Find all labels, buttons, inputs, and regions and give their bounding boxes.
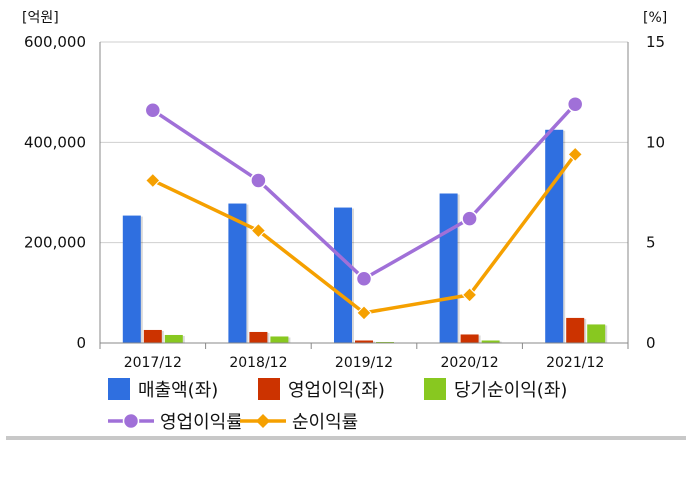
bar <box>144 330 162 343</box>
bar <box>249 332 267 343</box>
legend-label: 영업이익률 <box>160 412 243 433</box>
y-right-unit-label: [%] <box>643 10 667 26</box>
y-right-tick-label: 15 <box>646 33 665 51</box>
legend-marker-diamond <box>256 414 270 428</box>
x-tick-label: 2020/12 <box>441 355 499 371</box>
x-tick-label: 2017/12 <box>124 355 182 371</box>
x-tick-label: 2018/12 <box>229 355 287 371</box>
bar <box>545 130 563 343</box>
line-marker-circle <box>145 103 160 118</box>
bar <box>165 335 183 343</box>
line-series <box>153 154 575 313</box>
legend-label: 당기순이익(좌) <box>454 380 567 401</box>
y-left-tick-label: 200,000 <box>24 234 86 252</box>
bar <box>566 318 584 343</box>
y-left-tick-label: 600,000 <box>24 33 86 51</box>
x-tick-label: 2021/12 <box>546 355 604 371</box>
y-left-tick-label: 400,000 <box>24 133 86 151</box>
legend-marker-circle <box>124 414 139 429</box>
line-marker-circle <box>568 97 583 112</box>
legend: 매출액(좌) 영업이익(좌) 당기순이익(좌) 영업이익률 순이익률 <box>108 378 567 433</box>
bar <box>440 194 458 343</box>
line-marker-circle <box>251 173 266 188</box>
legend-label: 순이익률 <box>292 412 358 433</box>
y-right-tick-label: 5 <box>646 234 656 252</box>
legend-swatch <box>424 378 446 400</box>
bar <box>270 336 288 343</box>
bottom-divider <box>6 436 686 440</box>
line-marker-diamond <box>146 173 160 187</box>
line-marker-circle <box>357 271 372 286</box>
bar <box>461 334 479 343</box>
y-left-tick-label: 0 <box>76 334 86 352</box>
y-right-tick-label: 0 <box>646 334 656 352</box>
bar <box>587 324 605 343</box>
y-left-unit-label: [억원] <box>22 10 59 26</box>
legend-swatch <box>258 378 280 400</box>
bar <box>334 208 352 343</box>
line-marker-circle <box>462 211 477 226</box>
bar <box>123 216 141 343</box>
y-right-tick-label: 10 <box>646 133 665 151</box>
x-tick-label: 2019/12 <box>335 355 393 371</box>
legend-label: 매출액(좌) <box>138 380 218 401</box>
line-series <box>153 104 575 279</box>
line-series-group <box>145 97 582 320</box>
legend-swatch <box>108 378 130 400</box>
legend-label: 영업이익(좌) <box>288 380 385 401</box>
